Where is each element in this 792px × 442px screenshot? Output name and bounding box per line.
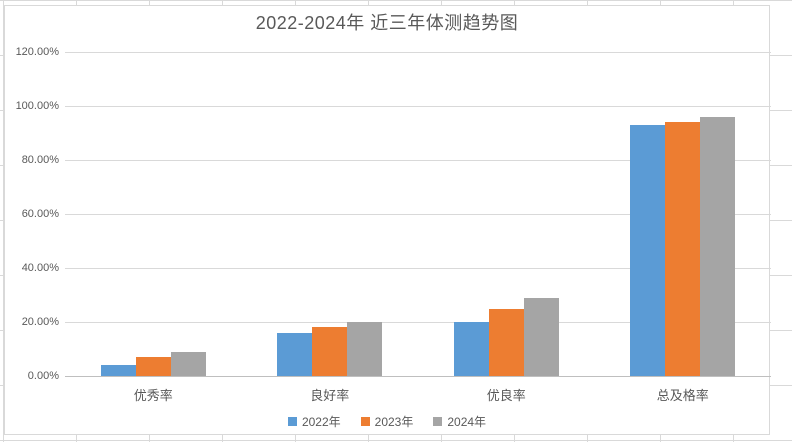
bar-2023年-优秀率[interactable] <box>135 357 171 376</box>
x-axis-category-label: 优良率 <box>486 388 526 403</box>
legend-label: 2023年 <box>374 415 414 429</box>
legend-item-2023年[interactable]: 2023年 <box>360 413 414 430</box>
bar-2023年-总及格率[interactable] <box>665 122 701 376</box>
y-axis-tick-label: 40.00% <box>21 262 59 274</box>
chart-title: 2022-2024年 近三年体测趋势图 <box>255 13 519 33</box>
y-gridline <box>65 160 771 161</box>
y-gridline <box>65 268 771 269</box>
y-axis-tick-label: 100.00% <box>15 100 59 112</box>
y-gridline <box>65 52 771 53</box>
y-gridline <box>65 214 771 215</box>
legend: 2022年 2023年 2024年 <box>5 413 769 430</box>
x-axis-line <box>65 376 771 377</box>
bar-2024年-优良率[interactable] <box>523 297 559 376</box>
y-axis-tick-label: 120.00% <box>15 46 59 58</box>
legend-item-2022年[interactable]: 2022年 <box>287 413 341 430</box>
bar-2022年-优秀率[interactable] <box>100 365 136 376</box>
bar-2022年-良好率[interactable] <box>277 332 313 376</box>
y-gridline <box>65 106 771 107</box>
legend-label: 2024年 <box>447 415 487 429</box>
legend-swatch-icon <box>433 417 443 426</box>
y-gridline <box>65 322 771 323</box>
y-axis-tick-label: 80.00% <box>21 154 59 166</box>
x-axis-category-label: 总及格率 <box>656 388 709 403</box>
x-axis-category-label: 良好率 <box>310 388 350 403</box>
chart-area[interactable]: 2022-2024年 近三年体测趋势图 0.00% 20.00% 40.00% 60.… <box>4 5 771 435</box>
legend-swatch-icon <box>360 417 370 426</box>
bar-2022年-优良率[interactable] <box>453 322 489 376</box>
legend-item-2024年[interactable]: 2024年 <box>433 413 486 430</box>
y-axis-tick-label: 60.00% <box>21 208 59 220</box>
y-axis-tick-label: 20.00% <box>21 316 59 328</box>
bar-2022年-总及格率[interactable] <box>630 124 666 376</box>
y-axis-tick-label: 0.00% <box>27 370 59 382</box>
legend-label: 2022年 <box>301 415 341 429</box>
bar-2023年-优良率[interactable] <box>488 308 524 376</box>
bar-2024年-良好率[interactable] <box>347 322 383 376</box>
bar-2024年-优秀率[interactable] <box>170 351 206 376</box>
bar-2024年-总及格率[interactable] <box>700 116 736 376</box>
legend-swatch-icon <box>287 417 297 426</box>
bar-2023年-良好率[interactable] <box>312 327 348 376</box>
x-axis-category-label: 优秀率 <box>133 388 173 403</box>
